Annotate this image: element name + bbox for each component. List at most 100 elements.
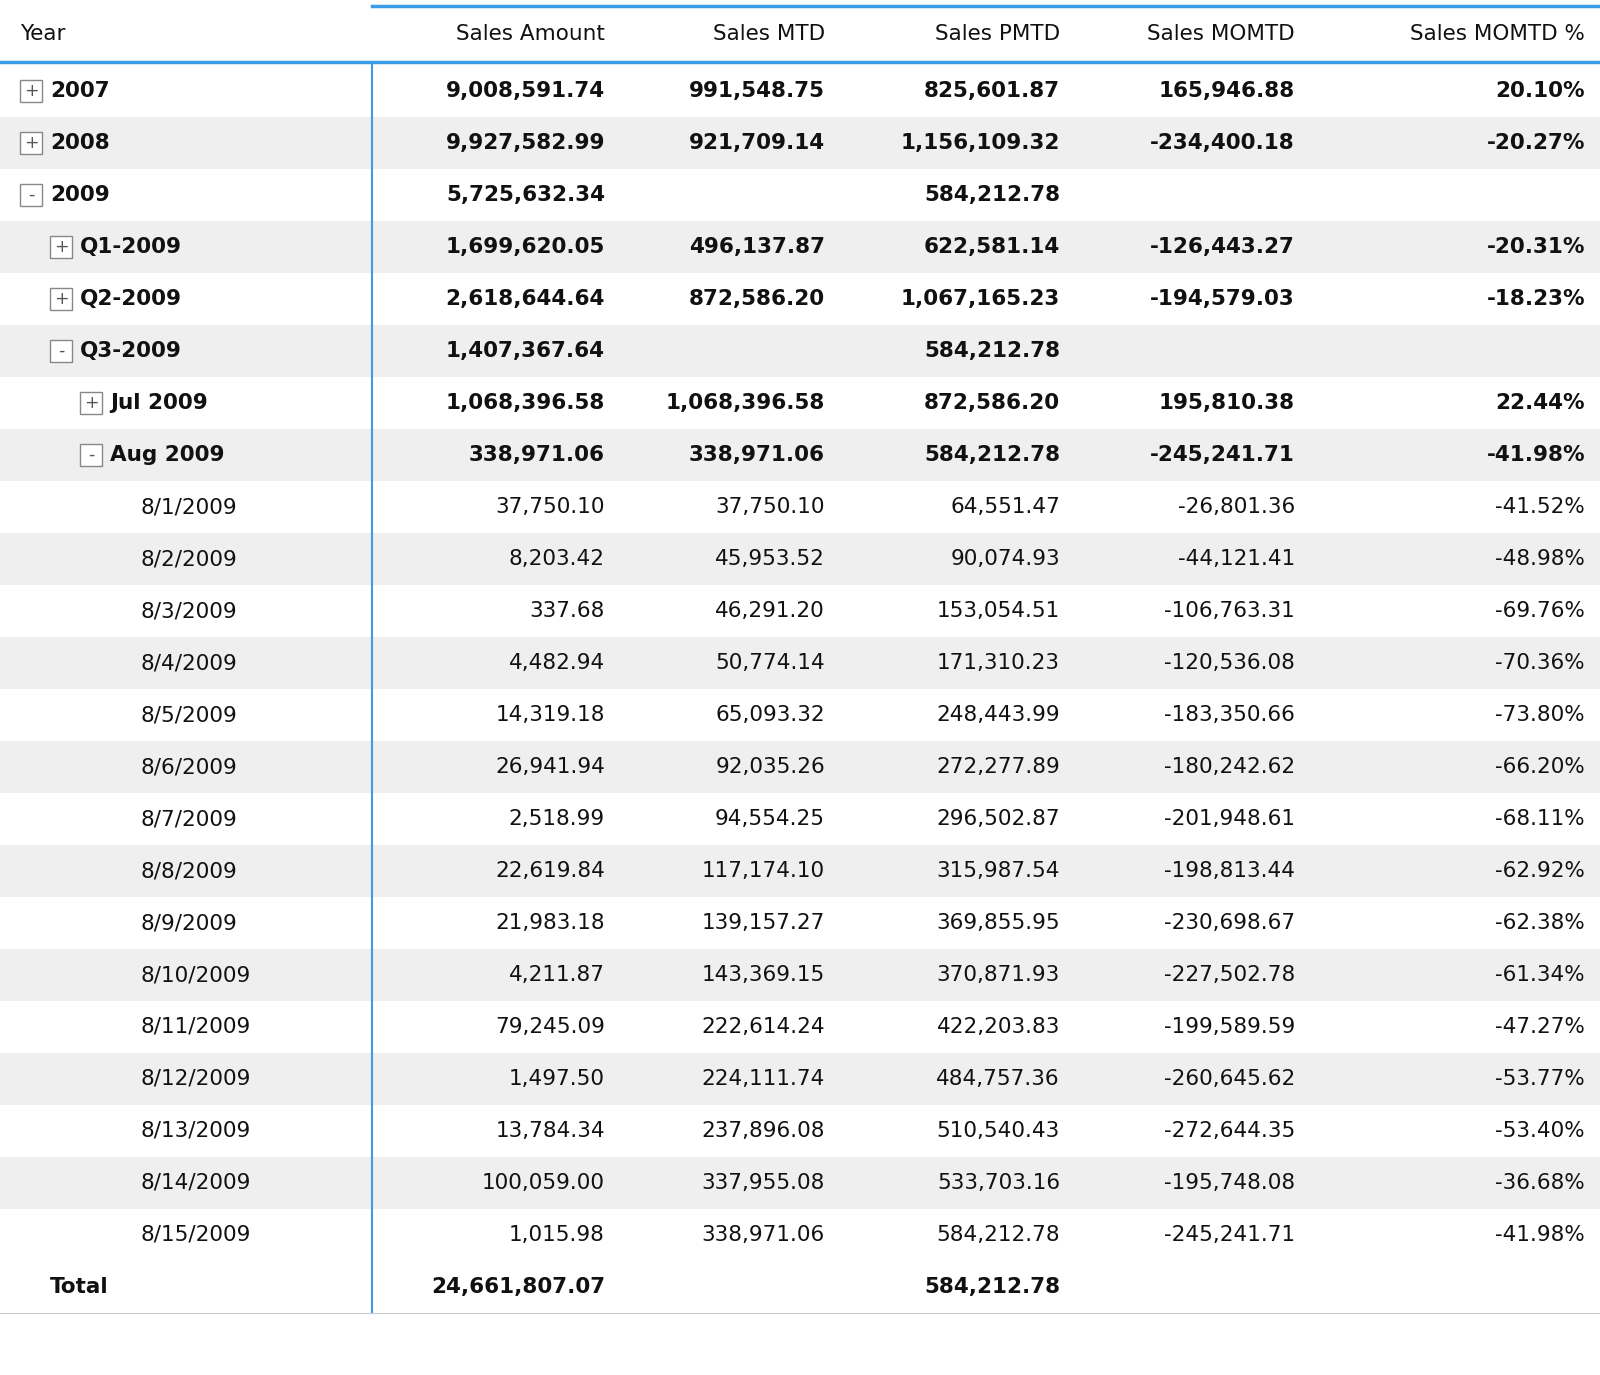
Text: 8/11/2009: 8/11/2009 <box>141 1018 250 1037</box>
Text: 1,699,620.05: 1,699,620.05 <box>446 236 605 257</box>
Text: +: + <box>24 133 38 153</box>
Text: -126,443.27: -126,443.27 <box>1150 236 1294 257</box>
Text: 4,482.94: 4,482.94 <box>509 653 605 672</box>
Bar <box>0 169 1600 221</box>
Text: 338,971.06: 338,971.06 <box>690 446 826 465</box>
Bar <box>0 637 1600 689</box>
Text: -234,400.18: -234,400.18 <box>1150 133 1294 153</box>
Text: -245,241.71: -245,241.71 <box>1163 1225 1294 1244</box>
Text: -20.31%: -20.31% <box>1486 236 1586 257</box>
Text: 79,245.09: 79,245.09 <box>494 1018 605 1037</box>
Text: 224,111.74: 224,111.74 <box>702 1068 826 1089</box>
Bar <box>80 444 102 466</box>
Text: 248,443.99: 248,443.99 <box>936 705 1059 725</box>
Text: -36.68%: -36.68% <box>1496 1173 1586 1194</box>
Text: 143,369.15: 143,369.15 <box>702 965 826 984</box>
Text: 921,709.14: 921,709.14 <box>690 133 826 153</box>
Text: Q3-2009: Q3-2009 <box>80 341 182 362</box>
Text: 8/12/2009: 8/12/2009 <box>141 1068 250 1089</box>
Bar <box>0 1209 1600 1261</box>
Text: -53.40%: -53.40% <box>1496 1121 1586 1141</box>
Text: -227,502.78: -227,502.78 <box>1163 965 1294 984</box>
Bar <box>0 6 1600 62</box>
Text: 296,502.87: 296,502.87 <box>936 808 1059 829</box>
Bar <box>19 184 42 206</box>
Text: +: + <box>54 290 69 308</box>
Text: 22.44%: 22.44% <box>1496 393 1586 412</box>
Text: 1,067,165.23: 1,067,165.23 <box>901 289 1059 309</box>
Text: -66.20%: -66.20% <box>1496 758 1586 777</box>
Text: 46,291.20: 46,291.20 <box>715 601 826 622</box>
Text: 139,157.27: 139,157.27 <box>702 913 826 934</box>
Text: 8/7/2009: 8/7/2009 <box>141 808 237 829</box>
Text: 37,750.10: 37,750.10 <box>496 496 605 517</box>
Bar <box>0 1156 1600 1209</box>
Text: -47.27%: -47.27% <box>1494 1018 1586 1037</box>
Text: +: + <box>54 238 69 256</box>
Text: 1,497.50: 1,497.50 <box>509 1068 605 1089</box>
Text: 8/13/2009: 8/13/2009 <box>141 1121 250 1141</box>
Text: 22,619.84: 22,619.84 <box>494 861 605 881</box>
Text: +: + <box>24 82 38 100</box>
Text: 825,601.87: 825,601.87 <box>923 81 1059 100</box>
Text: +: + <box>83 395 98 412</box>
Text: 991,548.75: 991,548.75 <box>690 81 826 100</box>
Text: 584,212.78: 584,212.78 <box>923 186 1059 205</box>
Text: 510,540.43: 510,540.43 <box>936 1121 1059 1141</box>
Text: 50,774.14: 50,774.14 <box>715 653 826 672</box>
Text: -120,536.08: -120,536.08 <box>1165 653 1294 672</box>
Text: 171,310.23: 171,310.23 <box>938 653 1059 672</box>
Text: 872,586.20: 872,586.20 <box>923 393 1059 412</box>
Text: Sales MTD: Sales MTD <box>714 23 826 44</box>
Text: 1,068,396.58: 1,068,396.58 <box>666 393 826 412</box>
Bar <box>0 377 1600 429</box>
Text: -18.23%: -18.23% <box>1486 289 1586 309</box>
Bar <box>0 1001 1600 1053</box>
Text: Jul 2009: Jul 2009 <box>110 393 208 412</box>
Text: 153,054.51: 153,054.51 <box>936 601 1059 622</box>
Text: 26,941.94: 26,941.94 <box>494 758 605 777</box>
Text: 8/15/2009: 8/15/2009 <box>141 1225 250 1244</box>
Text: 100,059.00: 100,059.00 <box>482 1173 605 1194</box>
Text: -201,948.61: -201,948.61 <box>1165 808 1294 829</box>
Text: -61.34%: -61.34% <box>1496 965 1586 984</box>
Text: 13,784.34: 13,784.34 <box>496 1121 605 1141</box>
Text: 584,212.78: 584,212.78 <box>923 446 1059 465</box>
Text: 369,855.95: 369,855.95 <box>936 913 1059 934</box>
Text: Sales MOMTD: Sales MOMTD <box>1147 23 1294 44</box>
Text: 9,008,591.74: 9,008,591.74 <box>446 81 605 100</box>
Text: Q2-2009: Q2-2009 <box>80 289 182 309</box>
Text: 1,015.98: 1,015.98 <box>509 1225 605 1244</box>
Text: 65,093.32: 65,093.32 <box>715 705 826 725</box>
Text: 2008: 2008 <box>50 133 110 153</box>
Text: 496,137.87: 496,137.87 <box>690 236 826 257</box>
Text: 8/4/2009: 8/4/2009 <box>141 653 237 672</box>
Bar <box>50 287 72 309</box>
Bar <box>0 1261 1600 1313</box>
Text: 533,703.16: 533,703.16 <box>938 1173 1059 1194</box>
Text: 484,757.36: 484,757.36 <box>936 1068 1059 1089</box>
Text: 45,953.52: 45,953.52 <box>715 549 826 569</box>
Text: 337,955.08: 337,955.08 <box>702 1173 826 1194</box>
Text: 584,212.78: 584,212.78 <box>923 1277 1059 1297</box>
Text: 94,554.25: 94,554.25 <box>715 808 826 829</box>
Text: 4,211.87: 4,211.87 <box>509 965 605 984</box>
Text: 2007: 2007 <box>50 81 110 100</box>
Text: 8/14/2009: 8/14/2009 <box>141 1173 250 1194</box>
Bar <box>0 1106 1600 1156</box>
Text: 24,661,807.07: 24,661,807.07 <box>430 1277 605 1297</box>
Bar <box>50 340 72 362</box>
Text: -41.98%: -41.98% <box>1496 1225 1586 1244</box>
Text: -245,241.71: -245,241.71 <box>1150 446 1294 465</box>
Text: -183,350.66: -183,350.66 <box>1165 705 1294 725</box>
Text: 8/3/2009: 8/3/2009 <box>141 601 237 622</box>
Text: -68.11%: -68.11% <box>1496 808 1586 829</box>
Text: 584,212.78: 584,212.78 <box>923 341 1059 362</box>
Text: -48.98%: -48.98% <box>1494 549 1586 569</box>
Text: Sales PMTD: Sales PMTD <box>934 23 1059 44</box>
Text: 622,581.14: 622,581.14 <box>923 236 1059 257</box>
Text: 370,871.93: 370,871.93 <box>936 965 1059 984</box>
Text: -70.36%: -70.36% <box>1496 653 1586 672</box>
Bar <box>0 689 1600 741</box>
Text: Sales Amount: Sales Amount <box>456 23 605 44</box>
